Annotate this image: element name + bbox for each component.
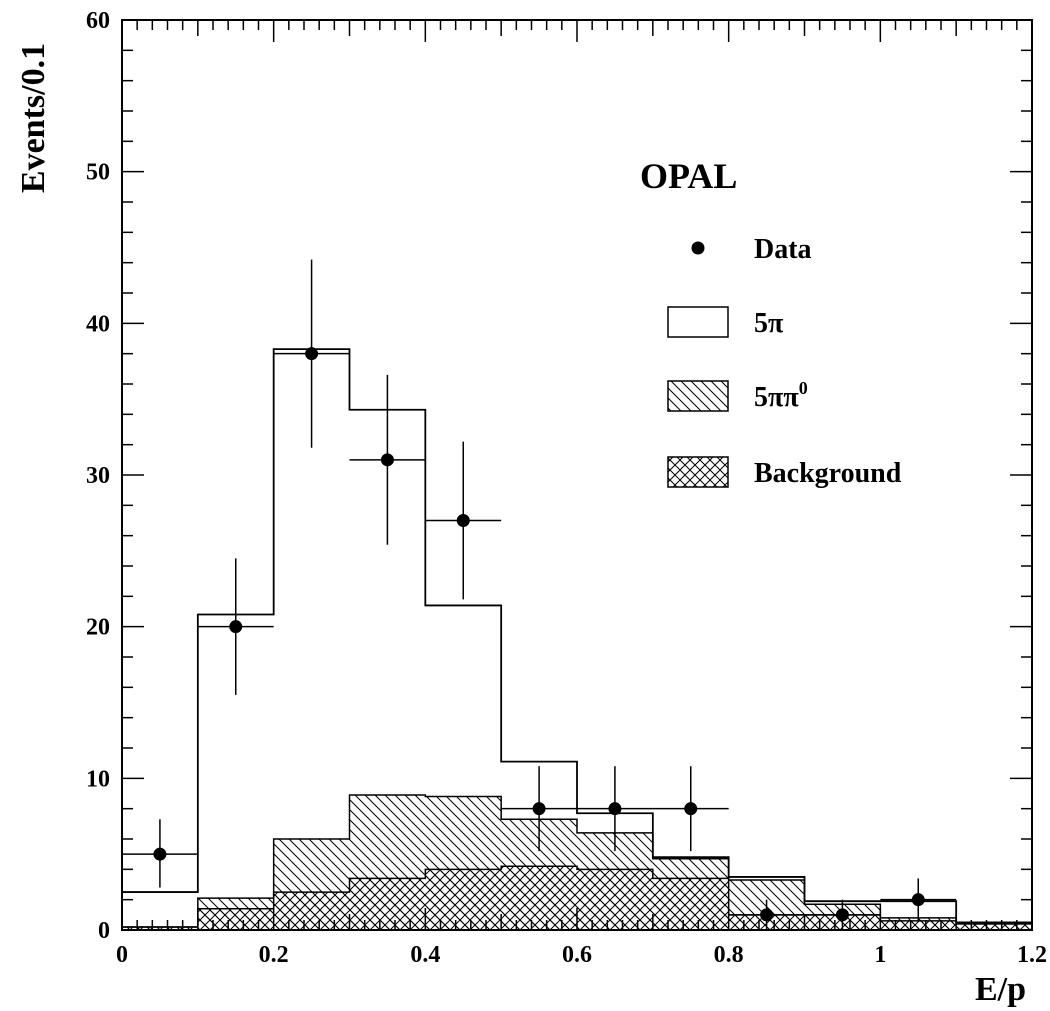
- background-bar: [349, 878, 426, 930]
- x-tick-label: 1: [874, 942, 886, 968]
- x-tick-label: 1.2: [1017, 942, 1047, 968]
- experiment-label: OPAL: [640, 156, 737, 196]
- background-bar: [197, 908, 274, 930]
- background-bar: [652, 878, 729, 930]
- data-point: [456, 514, 470, 527]
- data-point: [684, 802, 698, 816]
- data-point: [608, 802, 622, 816]
- x-tick-label: 0: [116, 942, 128, 968]
- data-layer: [122, 259, 957, 930]
- legend-label: 5π: [754, 308, 784, 339]
- y-tick-label: 10: [86, 766, 110, 792]
- plot-area: [121, 348, 1033, 930]
- data-point: [380, 453, 394, 467]
- x-tick-label: 0.2: [259, 942, 289, 968]
- y-axis-title: Events/0.1: [15, 43, 52, 193]
- x-tick-label: 0.6: [562, 942, 592, 968]
- y-tick-label: 20: [86, 615, 110, 641]
- background-bar: [122, 926, 198, 930]
- legend-label: Data: [754, 234, 812, 265]
- data-point: [532, 802, 546, 816]
- background-bar: [501, 866, 577, 930]
- legend-label: 5ππ0: [754, 378, 808, 413]
- x-tick-label: 0.8: [714, 942, 744, 968]
- background-bar: [577, 869, 653, 930]
- axis-layer: 0 0.2 0.4 0.6 0.8 1 1.2 0 10 20 30 40 50 60: [86, 8, 1047, 968]
- legend-label: Background: [754, 458, 902, 489]
- data-point: [760, 908, 774, 922]
- background-bar: [956, 923, 1032, 930]
- y-tick-label: 40: [86, 311, 110, 337]
- legend-data-marker: [691, 241, 705, 255]
- data-point: [835, 908, 849, 922]
- background-bar: [273, 892, 350, 930]
- data-point: [305, 347, 319, 361]
- x-axis-title: E/p: [975, 971, 1026, 1008]
- y-tick-label: 60: [86, 8, 110, 34]
- legend-five-pi-pi0-swatch: [667, 380, 729, 412]
- y-tick-label: 50: [86, 160, 110, 186]
- legend-background-swatch: [667, 456, 729, 488]
- background-bar: [880, 920, 957, 930]
- y-tick-label: 0: [98, 918, 110, 944]
- legend: Data 5π 5ππ0 Background: [667, 234, 902, 489]
- legend-five-pi-swatch: [667, 306, 729, 338]
- data-point: [911, 893, 925, 907]
- x-tick-label: 0.4: [410, 942, 440, 968]
- legend-superscript: 0: [799, 378, 808, 398]
- y-tick-label: 30: [86, 463, 110, 489]
- background-bar: [425, 869, 502, 930]
- five-pi-outline: [121, 348, 1033, 930]
- data-point: [153, 847, 167, 861]
- data-point: [229, 620, 243, 634]
